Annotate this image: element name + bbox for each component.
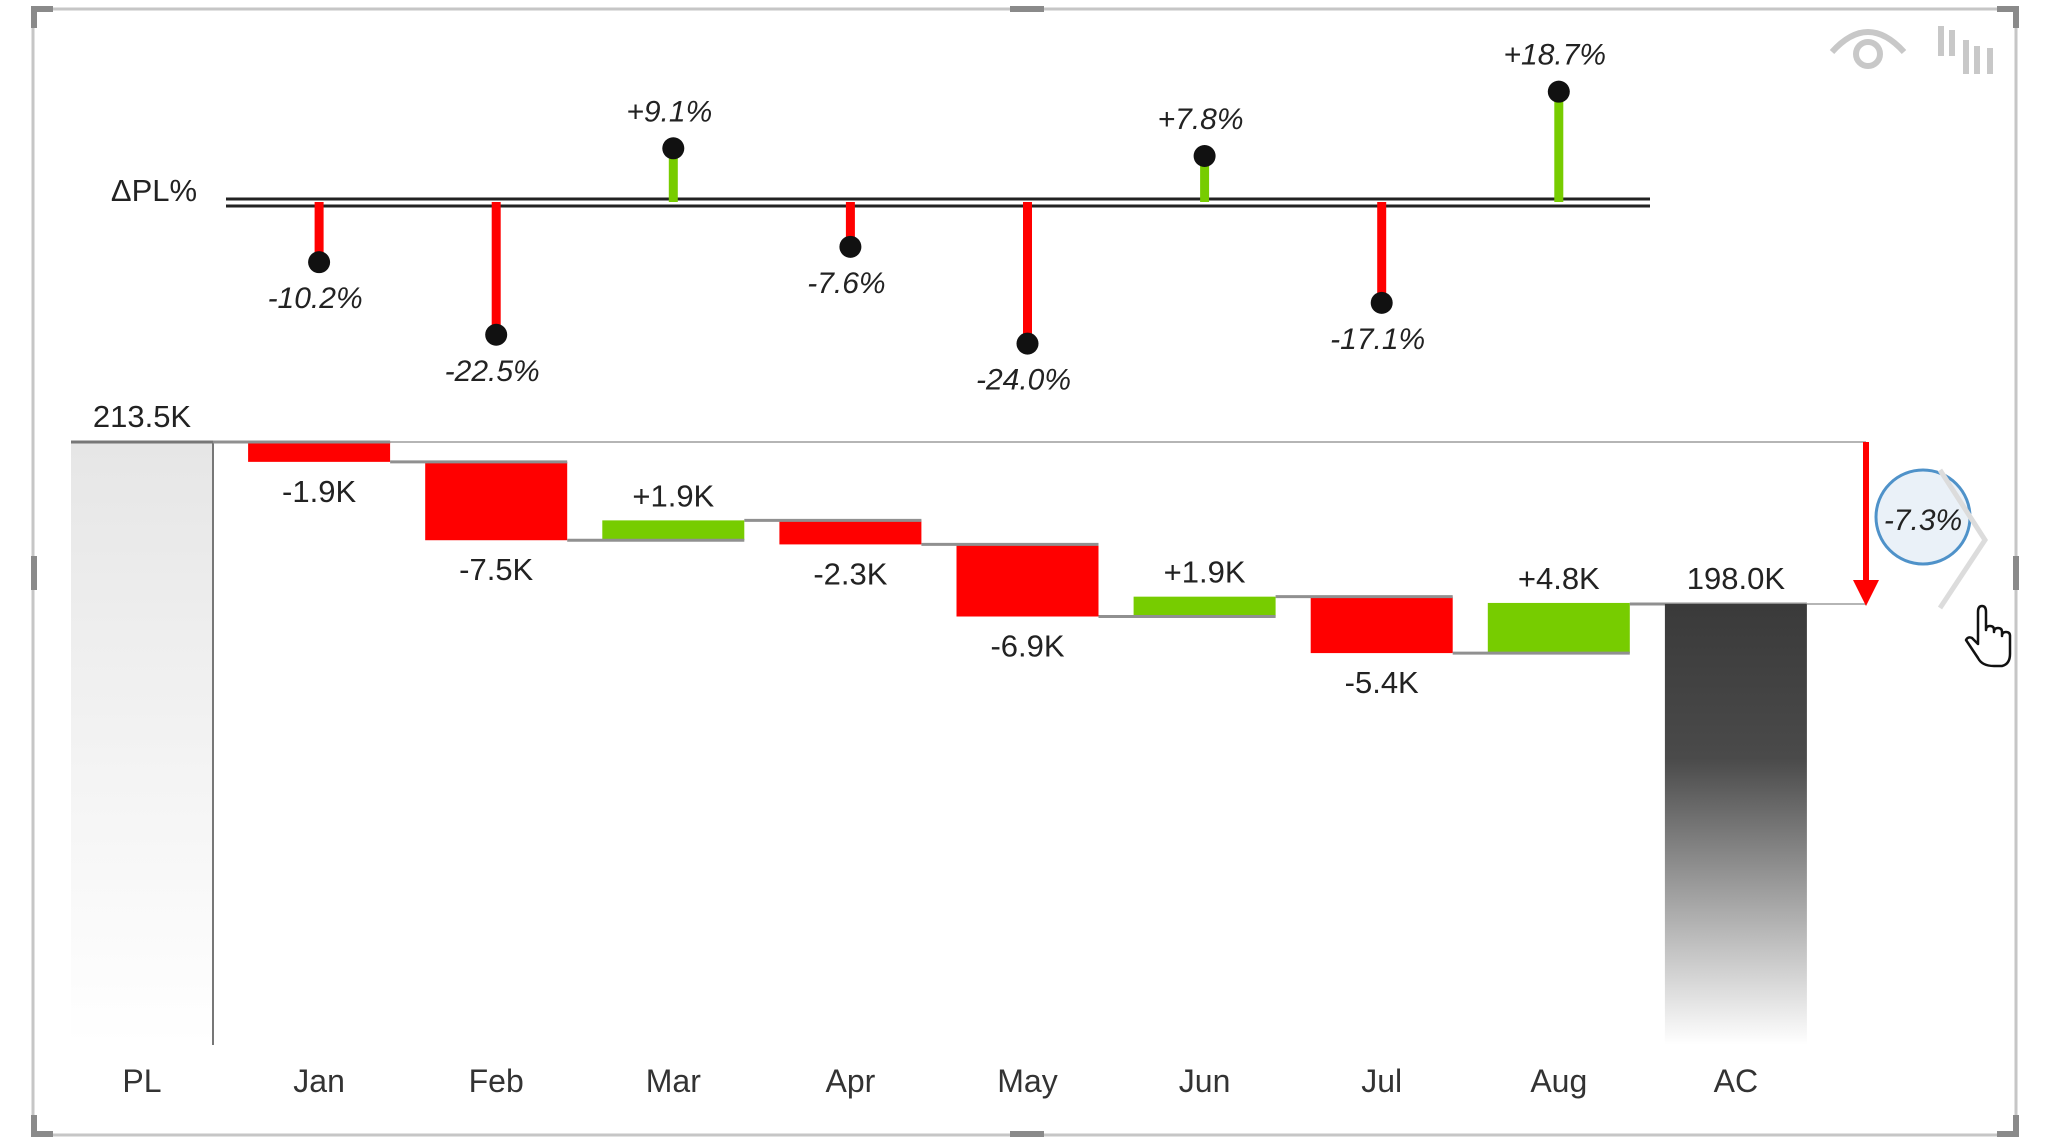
- resize-handles[interactable]: [31, 6, 2019, 1137]
- pin-head-Apr[interactable]: [839, 235, 862, 258]
- waterfall-layer: 213.5K -1.9K -7.5K +1.9K -2.3K -6.9K +1.9K -5.4…: [71, 399, 1879, 1099]
- bar-May[interactable]: [956, 544, 1099, 617]
- total-variance-bubble: -7.3%: [1874, 468, 1972, 566]
- resize-handle[interactable]: [2013, 1115, 2019, 1137]
- value-label-PL: 213.5K: [93, 399, 192, 434]
- pin-head-Jan[interactable]: [308, 251, 331, 274]
- hand-cursor-icon: [1964, 604, 2012, 668]
- value-label-Aug: +4.8K: [1518, 561, 1600, 596]
- category-label-Feb: Feb: [469, 1063, 524, 1099]
- value-label-Mar: +1.9K: [632, 478, 714, 513]
- value-label-Apr: -2.3K: [813, 556, 887, 591]
- pin-head-Mar[interactable]: [662, 137, 685, 160]
- bar-Jul[interactable]: [1310, 596, 1453, 654]
- resize-handle[interactable]: [2013, 6, 2019, 28]
- variance-axis-label: ΔPL%: [111, 173, 197, 208]
- bar-AC[interactable]: [1664, 603, 1807, 1045]
- category-label-Apr: Apr: [826, 1063, 876, 1099]
- category-label-Jan: Jan: [293, 1063, 345, 1099]
- pct-label-Aug: +18.7%: [1504, 39, 1607, 72]
- bar-Apr[interactable]: [779, 520, 922, 545]
- eye-icon[interactable]: [1829, 29, 1907, 69]
- pct-label-Mar: +9.1%: [626, 95, 712, 128]
- resize-handle[interactable]: [1997, 1131, 2019, 1137]
- category-label-Jul: Jul: [1361, 1063, 1402, 1099]
- pct-label-May: -24.0%: [976, 364, 1071, 397]
- resize-handle[interactable]: [31, 1131, 53, 1137]
- variance-layer: -10.2% -22.5% +9.1% -7.6% -24.0% +7.8% -17.1% +…: [226, 39, 1650, 397]
- chevron-right-icon[interactable]: [1937, 468, 1988, 610]
- pin-head-Feb[interactable]: [485, 323, 508, 346]
- pct-label-Apr: -7.6%: [807, 267, 885, 300]
- value-label-Jan: -1.9K: [282, 474, 356, 509]
- resize-handle[interactable]: [1997, 6, 2019, 12]
- resize-handle[interactable]: [1010, 1131, 1044, 1137]
- bar-Mar[interactable]: [602, 520, 745, 541]
- category-label-May: May: [997, 1063, 1057, 1099]
- total-variance-arrowhead: [1853, 579, 1879, 606]
- resize-handle[interactable]: [1010, 6, 1044, 12]
- category-label-Jun: Jun: [1179, 1063, 1231, 1099]
- resize-handle[interactable]: [2013, 556, 2019, 590]
- bar-Jan[interactable]: [248, 442, 391, 462]
- bar-PL[interactable]: [71, 442, 213, 1045]
- pin-head-Jul[interactable]: [1370, 291, 1393, 314]
- pct-label-Jul: -17.1%: [1330, 323, 1425, 356]
- resize-handle[interactable]: [31, 6, 37, 28]
- pct-label-Jun: +7.8%: [1158, 103, 1244, 136]
- value-label-Feb: -7.5K: [459, 552, 533, 587]
- value-label-AC: 198.0K: [1687, 561, 1786, 596]
- category-label-Mar: Mar: [646, 1063, 701, 1099]
- pct-label-Jan: -10.2%: [268, 282, 363, 315]
- value-label-Jul: -5.4K: [1345, 665, 1419, 700]
- pin-head-Jun[interactable]: [1193, 144, 1216, 167]
- pct-label-Feb: -22.5%: [445, 355, 540, 388]
- bar-Feb[interactable]: [425, 461, 568, 541]
- category-label-PL: PL: [122, 1063, 161, 1099]
- pin-head-Aug[interactable]: [1547, 80, 1570, 103]
- bars-icon[interactable]: [1938, 26, 1993, 74]
- total-variance-label: -7.3%: [1884, 504, 1962, 537]
- bar-Jun[interactable]: [1133, 596, 1276, 617]
- pin-head-May[interactable]: [1016, 332, 1039, 355]
- category-label-Aug: Aug: [1530, 1063, 1587, 1099]
- category-label-AC: AC: [1714, 1063, 1758, 1099]
- resize-handle[interactable]: [31, 556, 37, 590]
- bar-Aug[interactable]: [1487, 602, 1630, 654]
- resize-handle[interactable]: [31, 6, 53, 12]
- value-label-Jun: +1.9K: [1164, 555, 1246, 590]
- value-label-May: -6.9K: [990, 629, 1064, 664]
- resize-handle[interactable]: [31, 1115, 37, 1137]
